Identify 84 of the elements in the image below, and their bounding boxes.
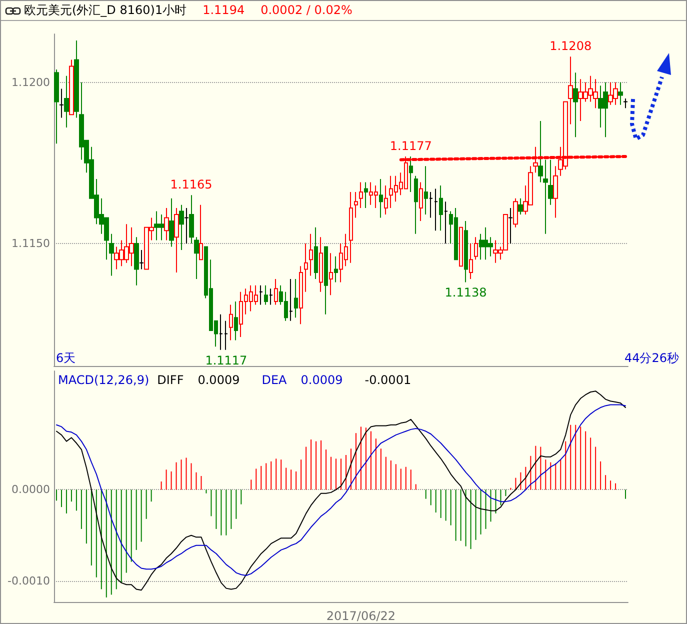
candlestick xyxy=(419,182,423,222)
candlestick xyxy=(219,314,223,350)
candlestick xyxy=(444,201,448,244)
annotation: 1.1177 xyxy=(390,138,432,153)
candlestick xyxy=(319,236,323,292)
candlestick xyxy=(299,266,303,325)
candlestick xyxy=(434,188,438,232)
text: 0.0002 / 0.02% xyxy=(260,3,352,17)
candlestick xyxy=(224,320,228,350)
candlestick xyxy=(199,204,203,260)
candlestick xyxy=(269,288,273,306)
candlestick xyxy=(234,301,238,341)
candlestick xyxy=(64,75,69,128)
candlestick xyxy=(69,59,74,116)
candlestick xyxy=(359,182,363,209)
candlestick xyxy=(304,243,308,292)
candlestick xyxy=(518,198,523,216)
candlestick xyxy=(459,226,463,267)
candlestick xyxy=(349,191,353,264)
chart-title: 欧元美元(外汇_D 8160)1小时 xyxy=(24,3,187,17)
candlestick xyxy=(414,175,418,234)
candlestick xyxy=(174,208,179,274)
candlestick xyxy=(439,184,443,232)
candlestick xyxy=(59,88,64,118)
candlestick xyxy=(364,182,368,209)
candlestick xyxy=(384,184,388,216)
annotation: 0.0009 xyxy=(198,373,240,387)
candlestick xyxy=(109,233,114,276)
candlestick xyxy=(553,166,558,218)
candlestick xyxy=(164,208,169,241)
candlestick xyxy=(623,98,628,109)
y-tick-label: 0.0000 xyxy=(12,483,50,496)
y-tick-label: 1.1150 xyxy=(12,237,50,250)
text: 1.1194 xyxy=(202,3,245,17)
candlestick xyxy=(189,194,194,244)
annotation: 1.1165 xyxy=(170,178,212,192)
y-tick-label: -0.0010 xyxy=(8,574,50,588)
candlestick xyxy=(424,166,428,216)
text: DEA xyxy=(262,373,287,387)
candlestick xyxy=(474,236,478,260)
annotation: 1.1117 xyxy=(205,353,248,368)
candlestick xyxy=(179,204,184,250)
y-tick-label: 1.1200 xyxy=(12,76,50,89)
text: DIFF xyxy=(157,373,184,387)
candlestick xyxy=(429,191,433,218)
annotation: 44分26秒 xyxy=(624,351,680,365)
candlestick xyxy=(354,191,358,218)
candlestick xyxy=(274,278,278,306)
candlestick xyxy=(54,68,59,144)
candlestick xyxy=(259,284,263,306)
candlestick xyxy=(74,40,79,118)
candlestick xyxy=(229,304,233,341)
candlestick xyxy=(513,198,518,228)
x-tick-label: 2017/06/22 xyxy=(326,609,396,623)
candlestick xyxy=(314,226,318,280)
candlestick xyxy=(573,72,578,138)
annotation: 0.0009 xyxy=(300,373,343,387)
candlestick xyxy=(309,233,313,276)
candlestick xyxy=(134,236,139,286)
candlestick xyxy=(538,120,543,183)
candlestick xyxy=(548,159,553,206)
candlestick xyxy=(568,56,573,125)
candlestick xyxy=(184,208,189,244)
candlestick xyxy=(508,208,513,244)
candlestick xyxy=(289,278,293,322)
candlestick xyxy=(264,284,268,306)
candlestick xyxy=(379,178,383,218)
chart-title: MACD(12,26,9) xyxy=(58,373,150,387)
candlestick xyxy=(194,236,199,280)
candlestick xyxy=(543,159,548,234)
candlestick xyxy=(618,82,623,106)
candlestick xyxy=(334,256,338,283)
annotation: -0.0001 xyxy=(364,373,412,387)
annotation: 1.1138 xyxy=(444,286,487,300)
candlestick xyxy=(169,198,174,248)
annotation: 6天 xyxy=(56,351,76,365)
candlestick xyxy=(329,252,333,296)
candlestick xyxy=(464,220,468,283)
annotation: 1.1208 xyxy=(550,39,592,54)
candlestick xyxy=(409,156,413,192)
candlestick xyxy=(294,278,298,318)
candlestick xyxy=(139,249,144,270)
candlestick xyxy=(469,243,473,280)
candlestick xyxy=(324,246,328,315)
